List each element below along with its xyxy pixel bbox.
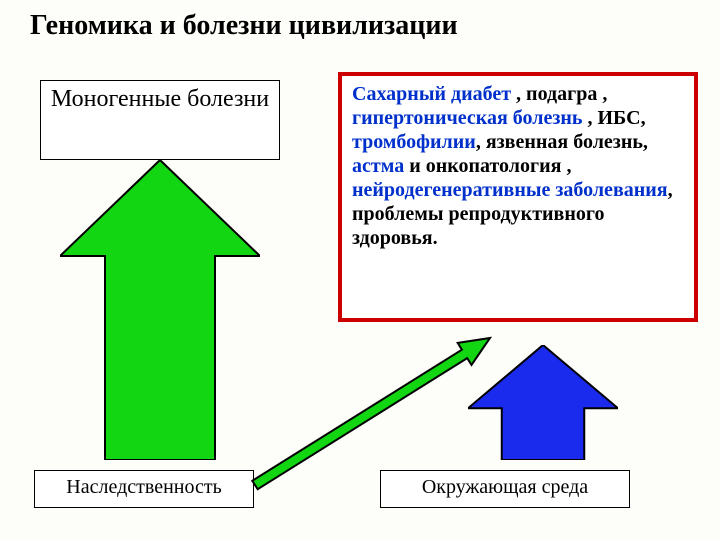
arrow-diagonal (0, 0, 720, 540)
slide: Геномика и болезни цивилизации Моногенны… (0, 0, 720, 540)
